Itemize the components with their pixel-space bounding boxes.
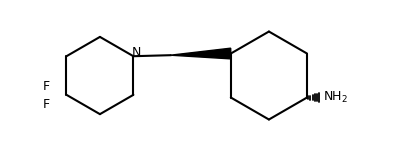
Text: F: F <box>42 98 50 111</box>
Polygon shape <box>171 48 231 59</box>
Text: F: F <box>42 80 50 93</box>
Text: N: N <box>132 46 141 59</box>
Text: NH$_2$: NH$_2$ <box>323 89 347 105</box>
